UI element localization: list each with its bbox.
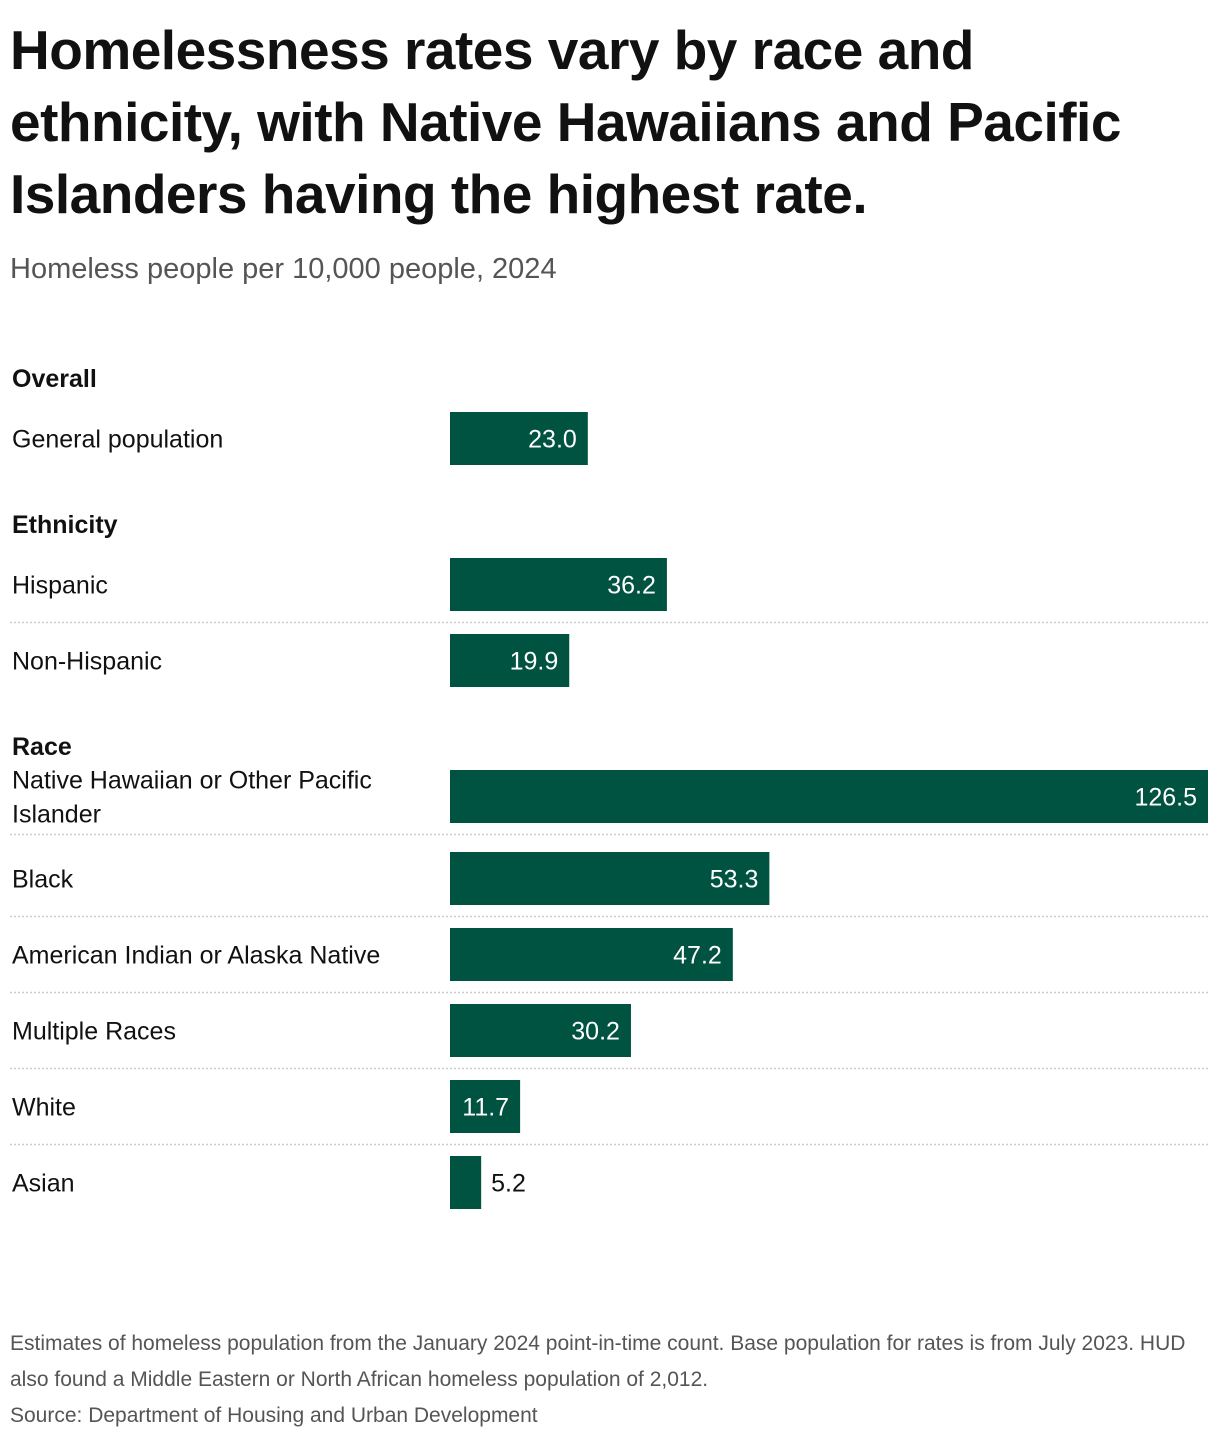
value-label-multiple-races: 30.2 [571, 1018, 620, 1046]
row-label-black: Black [12, 866, 74, 894]
note-text: Estimates of homeless population from th… [10, 1332, 1186, 1391]
bar-american-indian-or-alaska-native [450, 928, 733, 981]
row-label-asian: Asian [12, 1170, 75, 1198]
group-heading-ethnicity: Ethnicity [12, 511, 118, 539]
bar-hispanic [450, 558, 667, 611]
row-label-non-hispanic: Non-Hispanic [12, 648, 162, 676]
value-label-american-indian-or-alaska-native: 47.2 [673, 942, 722, 970]
bar-general-population [450, 412, 588, 465]
row-label-general-population: General population [12, 426, 223, 454]
row-label-native-hawaiian-or-other-pacific-islander: Native Hawaiian or Other Pacific Islander [12, 767, 372, 829]
value-label-white: 11.7 [462, 1094, 509, 1122]
value-label-black: 53.3 [710, 866, 759, 894]
row-label-american-indian-or-alaska-native: American Indian or Alaska Native [12, 942, 380, 970]
value-label-hispanic: 36.2 [607, 572, 656, 600]
bar-multiple-races [450, 1004, 631, 1057]
bar-chart: Overall General population 23.0 Ethnicity Hi… [10, 365, 1208, 1209]
value-label-general-population: 23.0 [528, 426, 577, 454]
value-label-native-hawaiian-or-other-pacific-islander: 126.5 [1134, 784, 1197, 812]
bar-white [450, 1080, 521, 1133]
row-label-line: Islander [12, 801, 101, 829]
chart-title: Homelessness rates vary by race and ethn… [10, 19, 1121, 225]
bar-non-hispanic [450, 634, 570, 687]
bar-black [450, 852, 770, 905]
row-label-line: Native Hawaiian or Other Pacific [12, 767, 372, 795]
value-label-asian: 5.2 [491, 1170, 526, 1198]
row-label-hispanic: Hispanic [12, 572, 108, 600]
chart-subtitle: Homeless people per 10,000 people, 2024 [10, 253, 557, 285]
group-heading-race: Race [12, 733, 72, 761]
row-label-white: White [12, 1094, 76, 1122]
bar-asian [450, 1156, 482, 1209]
value-label-non-hispanic: 19.9 [510, 648, 559, 676]
bar-native-hawaiian-or-other-pacific-islander [450, 770, 1208, 823]
group-heading-overall: Overall [12, 365, 97, 393]
row-label-multiple-races: Multiple Races [12, 1018, 176, 1046]
source-text: Source: Department of Housing and Urban … [10, 1404, 538, 1427]
footnote: Estimates of homeless population from th… [10, 1326, 1210, 1434]
